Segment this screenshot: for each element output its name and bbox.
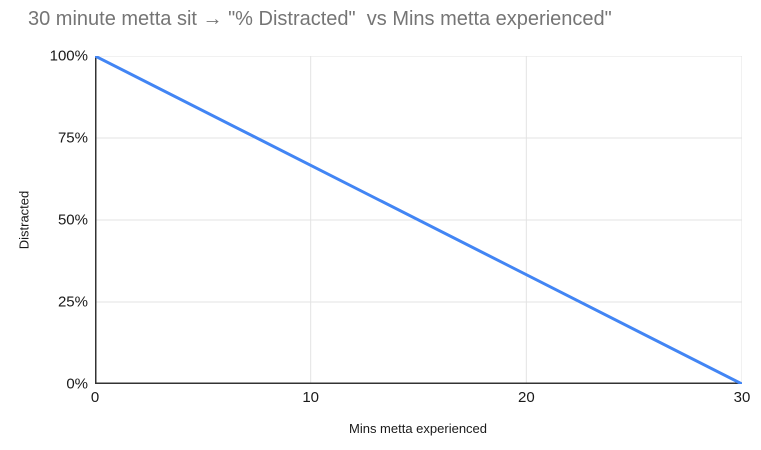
x-tick-label: 0 <box>90 389 100 406</box>
plot-area <box>95 56 742 384</box>
series-line <box>95 56 742 384</box>
y-tick-label: 25% <box>57 293 88 311</box>
x-tick-label: 10 <box>302 389 319 406</box>
y-tick-label: 0% <box>66 375 88 393</box>
y-tick-label: 75% <box>57 129 88 147</box>
chart-title: 30 minute metta sit → "% Distracted" vs … <box>28 8 612 30</box>
x-axis-title: Mins metta experienced <box>348 421 488 436</box>
x-tick-label: 30 <box>733 389 751 406</box>
y-tick-label: 50% <box>57 211 88 229</box>
y-tick-label: 100% <box>49 47 88 65</box>
x-tick-label: 20 <box>517 389 535 406</box>
y-axis-title: Distracted <box>16 190 32 250</box>
plot-svg <box>95 56 742 384</box>
